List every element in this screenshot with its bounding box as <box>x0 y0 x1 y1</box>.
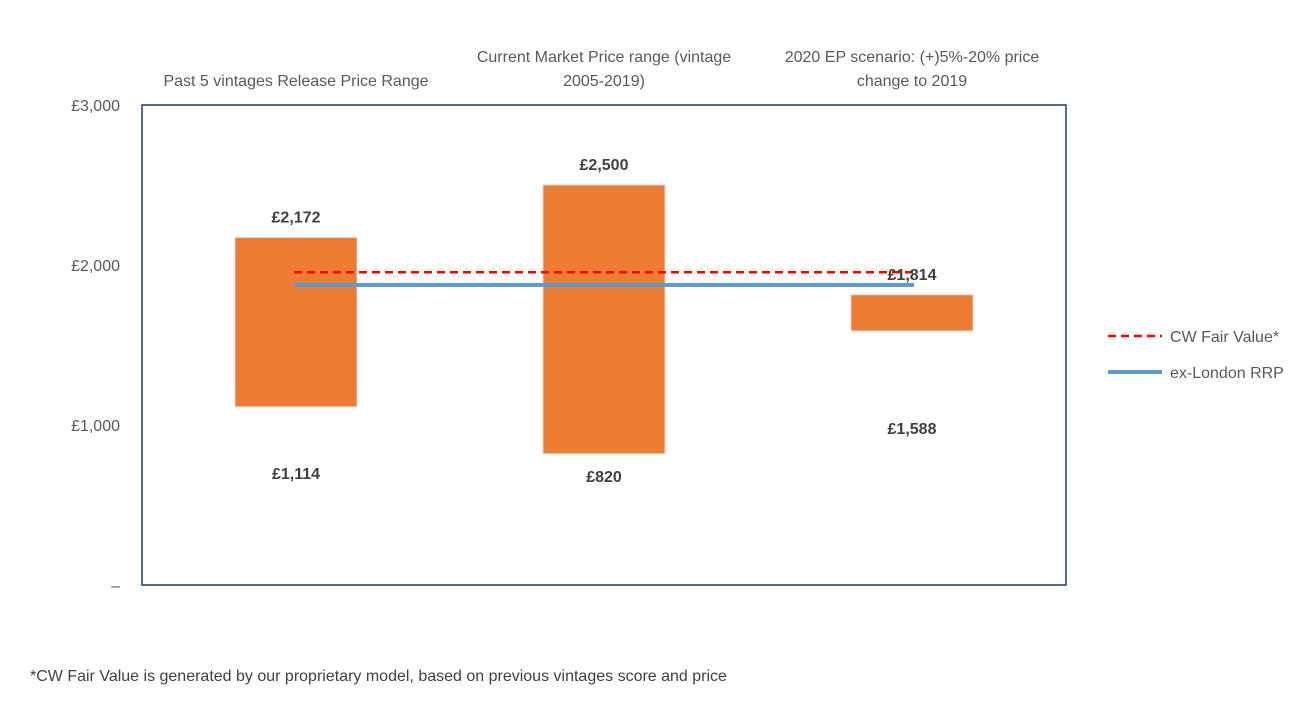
high-value-label-0: £2,172 <box>272 209 321 226</box>
range-bar-2 <box>850 294 974 332</box>
plot-area-border <box>141 104 1067 586</box>
legend-label-0: CW Fair Value* <box>1170 329 1279 346</box>
category-label-1-line-1: 2005-2019) <box>563 73 645 90</box>
low-value-label-1: £820 <box>586 469 622 486</box>
footnote: *CW Fair Value is generated by our propr… <box>30 668 727 685</box>
y-tick-label-1: £1,000 <box>71 418 120 435</box>
y-tick-label-2: £2,000 <box>71 258 120 275</box>
y-tick-label-3: £3,000 <box>71 98 120 115</box>
range-bar-1 <box>542 184 666 455</box>
y-tick-label-0: – <box>111 578 120 595</box>
legend-label-1: ex-London RRP <box>1170 365 1284 382</box>
category-label-2-line-1: change to 2019 <box>857 73 967 90</box>
low-value-label-2: £1,588 <box>888 421 937 438</box>
high-value-label-1: £2,500 <box>580 157 629 174</box>
category-label-1-line-0: Current Market Price range (vintage <box>477 49 731 66</box>
low-value-label-0: £1,114 <box>272 466 320 483</box>
high-value-label-2: £1,814 <box>888 267 937 284</box>
category-label-2-line-0: 2020 EP scenario: (+)5%-20% price <box>785 49 1040 66</box>
category-label-0: Past 5 vintages Release Price Range <box>163 73 428 90</box>
range-bar-0 <box>234 236 358 408</box>
